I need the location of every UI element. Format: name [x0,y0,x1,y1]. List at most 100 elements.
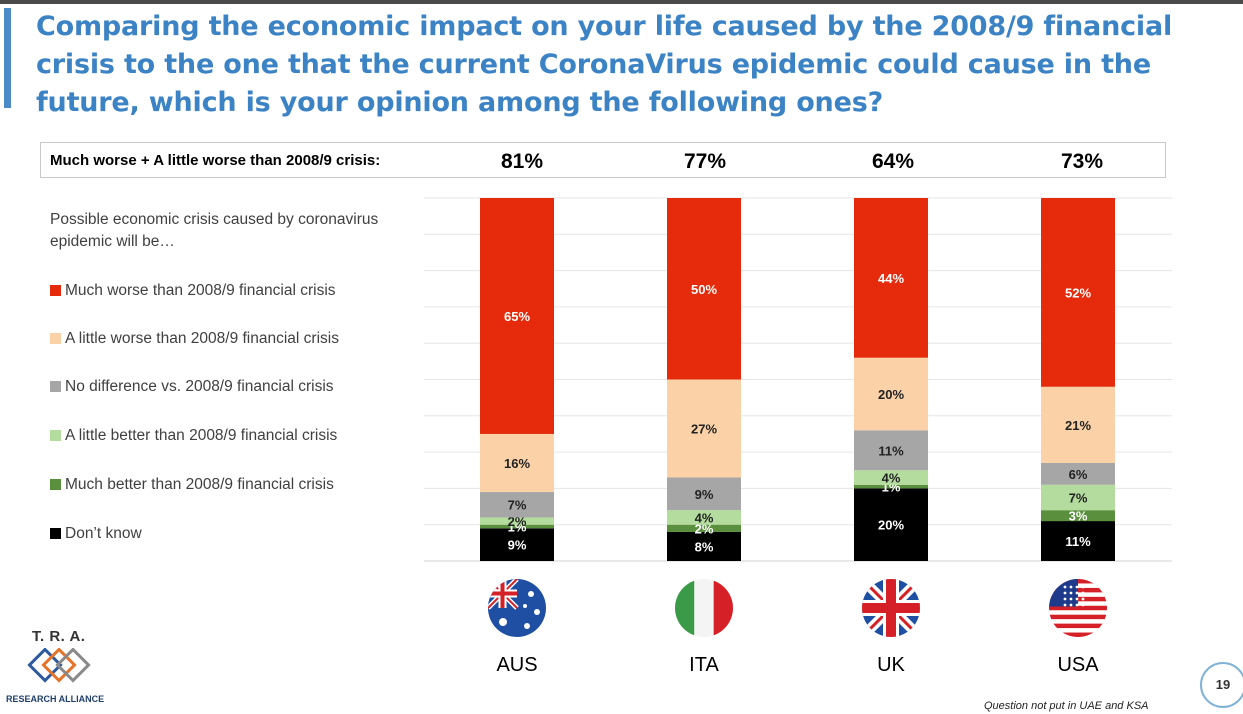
bar-segment [1041,510,1115,522]
flag-star [1075,585,1079,589]
flag-stripe [1049,605,1107,611]
legend-swatch [50,528,61,539]
legend-swatch [50,430,61,441]
flag-uk-icon [862,579,920,637]
flag-star [1081,597,1085,601]
bar-value-label: 21% [1065,418,1091,433]
bar-segment [480,492,554,518]
flag-star [1069,591,1073,595]
flag-stripe [1049,619,1107,625]
flag-star [1063,603,1067,607]
legend-swatch [50,479,61,490]
bar-segment [667,524,741,532]
bar-value-label: 44% [878,271,904,286]
bar-value-label: 65% [504,309,530,324]
flag-stripe [694,579,714,637]
bar-value-label: 20% [878,387,904,402]
legend-label: Don’t know [65,525,142,542]
legend-label: Much worse than 2008/9 financial crisis [65,282,336,299]
bar-segment [480,524,554,529]
flag-star [524,623,530,629]
x-tick-label: AUS [496,654,537,676]
bar-value-label: 4% [882,471,901,486]
bar-segment [1041,484,1115,511]
flag-canton [1049,579,1078,607]
flag-star [499,618,507,626]
flag-stripe [675,579,695,637]
flag-star [1069,597,1073,601]
bar-segment [854,357,928,431]
legend-title: Possible economic crisis caused by coron… [50,211,379,250]
flag-star [1081,591,1085,595]
bar-value-label: 20% [878,518,904,533]
bar-segment [854,470,928,485]
bar-value-label: 11% [1065,534,1091,549]
flag-star [1081,585,1085,589]
flag-star [1063,585,1067,589]
summary-value-aus: 81% [500,150,544,173]
legend-swatch [50,381,61,392]
bar-value-label: 11% [878,443,904,458]
x-tick-label: USA [1057,654,1099,676]
bar-segment [480,198,554,434]
bar-segment [1041,198,1115,387]
flag-star [523,604,527,608]
summary-value-uk: 64% [871,150,915,173]
x-tick-label: UK [877,654,905,676]
summary-value-usa: 73% [1060,150,1104,173]
flag-australia-icon [488,579,546,637]
flag-star [528,591,534,597]
footnote: Question not put in UAE and KSA [984,700,1149,712]
summary-label: Much worse + A little worse than 2008/9 … [50,152,381,169]
bar-segment [667,379,741,478]
flag-cross [886,579,896,637]
flag-usa-icon [1049,579,1107,637]
bar-segment [1041,386,1115,463]
x-tick-label: ITA [689,654,719,676]
bar-value-label: 3% [1069,509,1088,524]
flag-stripe [1049,623,1107,629]
legend-label: A little better than 2008/9 financial cr… [65,427,338,444]
bar-segment [667,531,741,561]
logo-diamonds-icon [27,648,91,683]
bar-value-label: 6% [1069,467,1088,482]
legend-label: Much better than 2008/9 financial crisis [65,476,334,493]
bar-segment [854,198,928,358]
flag-star [1081,603,1085,607]
bar-segment [667,510,741,525]
bar-segment [854,484,928,489]
page-number: 19 [1200,662,1243,708]
bar-value-label: 4% [695,510,714,525]
bar-value-label: 7% [1069,490,1088,505]
bar-segment [1041,462,1115,485]
bar-value-label: 2% [695,521,714,536]
flag-star [1075,603,1079,607]
legend-swatch [50,333,61,344]
flag-stripe [1049,628,1107,634]
flag-star [1075,597,1079,601]
bar-value-label: 8% [695,539,714,554]
legend-label: No difference vs. 2008/9 financial crisi… [65,378,334,395]
bar-segment [480,528,554,561]
page-title: Comparing the economic impact on your li… [36,11,1173,118]
flag-star [1063,591,1067,595]
flag-star [1069,585,1073,589]
bar-value-label: 52% [1065,285,1091,300]
title-accent-bar [4,8,11,108]
flag-star [1075,591,1079,595]
flag-star [1063,597,1067,601]
flag-stripe [713,579,733,637]
bar-value-label: 9% [695,487,714,502]
bar-value-label: 9% [508,538,527,553]
bar-segment [854,430,928,471]
top-rule [0,0,1243,4]
flag-stripe [1049,632,1107,637]
bar-value-label: 2% [508,514,527,529]
legend-label: A little worse than 2008/9 financial cri… [65,330,339,347]
flag-star [1069,603,1073,607]
company-logo: T. R. A. RESEARCH ALLIANCE [4,628,114,708]
bar-segment [480,517,554,525]
legend-swatch [50,285,61,296]
bar-segment [667,198,741,380]
